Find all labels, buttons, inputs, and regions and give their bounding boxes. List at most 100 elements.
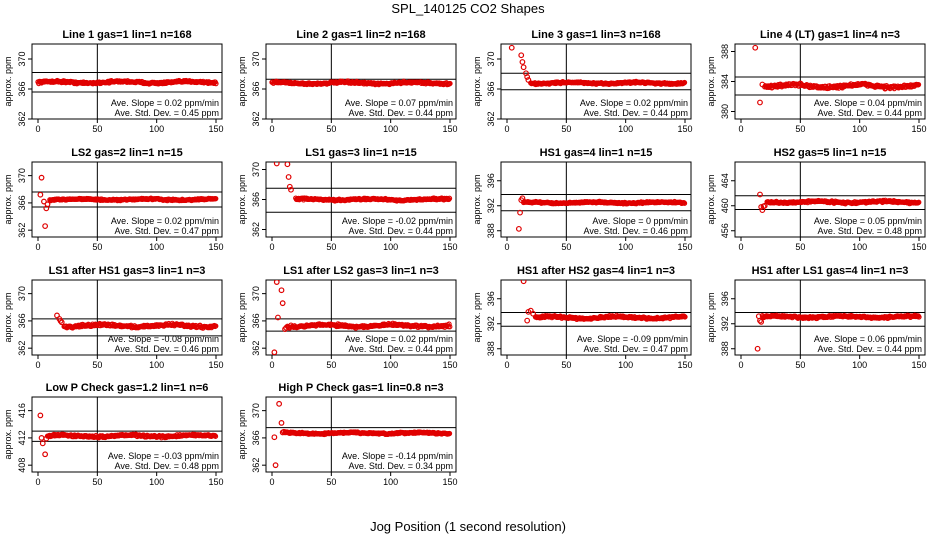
x-tick-label: 0 bbox=[269, 124, 274, 134]
x-tick-label: 100 bbox=[149, 477, 164, 487]
panel-9: LS1 after HS1 gas=3 lin=1 n=3 approx. ppm… bbox=[3, 265, 224, 370]
data-point bbox=[213, 80, 219, 87]
x-tick-label: 0 bbox=[504, 360, 509, 370]
panel-14: High P Check gas=1 lin=0.8 n=3 approx. pp… bbox=[237, 382, 458, 487]
slope-annotation: Ave. Slope = 0.02 ppm/min bbox=[111, 98, 219, 108]
data-point bbox=[284, 162, 291, 168]
x-tick-label: 100 bbox=[618, 242, 633, 252]
std-annotation: Ave. Std. Dev. = 0.48 ppm bbox=[115, 461, 219, 471]
plot-frame bbox=[265, 279, 457, 356]
data-point bbox=[288, 186, 294, 193]
panel-4: Line 4 (LT) gas=1 lin=4 n=3 approx. ppm 38… bbox=[706, 29, 927, 134]
std-annotation: Ave. Std. Dev. = 0.44 ppm bbox=[349, 108, 453, 118]
y-tick-label: 408 bbox=[17, 458, 27, 473]
slope-annotation: Ave. Slope = 0.02 ppm/min bbox=[111, 216, 219, 226]
x-tick-label: 0 bbox=[738, 360, 743, 370]
y-tick-label: 370 bbox=[251, 162, 261, 177]
data-point bbox=[520, 64, 527, 71]
std-annotation: Ave. Std. Dev. = 0.45 ppm bbox=[115, 108, 219, 118]
y-tick-label: 388 bbox=[720, 44, 730, 59]
y-tick-label: 370 bbox=[17, 168, 27, 183]
data-points bbox=[508, 44, 688, 88]
slope-annotation: Ave. Slope = 0 ppm/min bbox=[592, 216, 688, 226]
y-tick-label: 396 bbox=[720, 291, 730, 306]
figure-title: SPL_140125 CO2 Shapes bbox=[391, 1, 545, 16]
y-tick-label: 366 bbox=[251, 81, 261, 96]
x-tick-label: 150 bbox=[911, 360, 926, 370]
x-tick-label: 100 bbox=[852, 360, 867, 370]
data-point bbox=[213, 323, 219, 329]
y-axis-label: approx. ppm bbox=[237, 174, 247, 224]
x-tick-label: 150 bbox=[208, 477, 223, 487]
data-point bbox=[39, 440, 46, 447]
panel-title: HS1 after HS2 gas=4 lin=1 n=3 bbox=[517, 265, 675, 277]
std-annotation: Ave. Std. Dev. = 0.44 ppm bbox=[349, 344, 453, 354]
x-tick-label: 50 bbox=[92, 124, 102, 134]
panel-title: LS2 gas=2 lin=1 n=15 bbox=[71, 147, 183, 159]
panels: Line 1 gas=1 lin=1 n=168 approx. ppm 362 36… bbox=[3, 29, 927, 487]
data-point bbox=[916, 199, 922, 205]
x-tick-label: 0 bbox=[269, 477, 274, 487]
data-points bbox=[269, 78, 453, 88]
x-tick-label: 50 bbox=[561, 124, 571, 134]
data-point bbox=[517, 209, 523, 216]
y-tick-label: 362 bbox=[17, 341, 27, 356]
x-tick-label: 0 bbox=[738, 242, 743, 252]
data-point bbox=[38, 174, 45, 181]
slope-annotation: Ave. Slope = -0.08 ppm/min bbox=[108, 334, 219, 344]
y-tick-label: 366 bbox=[251, 192, 261, 207]
data-point bbox=[752, 44, 759, 51]
data-point bbox=[285, 174, 292, 180]
x-tick-label: 50 bbox=[326, 124, 336, 134]
y-tick-label: 460 bbox=[720, 198, 730, 213]
data-point bbox=[42, 451, 49, 458]
data-point bbox=[213, 195, 219, 202]
data-point bbox=[446, 321, 452, 327]
x-tick-label: 100 bbox=[618, 360, 633, 370]
slope-annotation: Ave. Slope = -0.14 ppm/min bbox=[342, 451, 453, 461]
data-point bbox=[57, 318, 64, 324]
std-annotation: Ave. Std. Dev. = 0.44 ppm bbox=[818, 108, 922, 118]
data-point bbox=[275, 314, 281, 321]
x-tick-label: 100 bbox=[383, 360, 398, 370]
x-tick-label: 100 bbox=[149, 124, 164, 134]
std-annotation: Ave. Std. Dev. = 0.44 ppm bbox=[349, 226, 453, 236]
slope-annotation: Ave. Slope = 0.07 ppm/min bbox=[345, 98, 453, 108]
data-point bbox=[681, 200, 688, 206]
y-tick-label: 370 bbox=[251, 403, 261, 418]
y-tick-label: 362 bbox=[251, 458, 261, 473]
y-tick-label: 370 bbox=[17, 286, 27, 301]
plot-frame bbox=[500, 43, 692, 120]
data-point bbox=[279, 300, 286, 307]
x-tick-label: 100 bbox=[618, 124, 633, 134]
y-tick-label: 362 bbox=[486, 111, 496, 126]
y-tick-label: 388 bbox=[720, 341, 730, 356]
y-tick-label: 396 bbox=[486, 173, 496, 188]
panel-8: HS2 gas=5 lin=1 n=15 approx. ppm 456 460 464… bbox=[706, 147, 927, 252]
panel-title: High P Check gas=1 lin=0.8 n=3 bbox=[278, 382, 443, 394]
data-point bbox=[681, 79, 688, 86]
data-point bbox=[508, 44, 515, 51]
panel-title: Low P Check gas=1.2 lin=1 n=6 bbox=[46, 382, 209, 394]
slope-annotation: Ave. Slope = 0.02 ppm/min bbox=[345, 334, 453, 344]
x-axis-title: Jog Position (1 second resolution) bbox=[370, 519, 566, 534]
x-tick-label: 50 bbox=[326, 477, 336, 487]
plot-frame bbox=[31, 279, 223, 356]
data-point bbox=[58, 319, 65, 326]
y-tick-label: 392 bbox=[720, 316, 730, 331]
y-tick-label: 456 bbox=[720, 223, 730, 238]
x-tick-label: 50 bbox=[326, 242, 336, 252]
x-tick-label: 0 bbox=[504, 124, 509, 134]
panel-title: Line 1 gas=1 lin=1 n=168 bbox=[62, 29, 191, 41]
plot-frame bbox=[500, 161, 692, 238]
y-tick-label: 370 bbox=[251, 286, 261, 301]
std-annotation: Ave. Std. Dev. = 0.34 ppm bbox=[349, 461, 453, 471]
data-points bbox=[54, 312, 219, 331]
y-axis-label: approx. ppm bbox=[472, 292, 482, 342]
data-point bbox=[915, 81, 922, 88]
plot-frame bbox=[265, 43, 457, 120]
y-tick-label: 366 bbox=[17, 195, 27, 210]
data-points bbox=[271, 400, 453, 469]
plot-frame bbox=[500, 279, 692, 356]
data-point bbox=[447, 324, 453, 330]
